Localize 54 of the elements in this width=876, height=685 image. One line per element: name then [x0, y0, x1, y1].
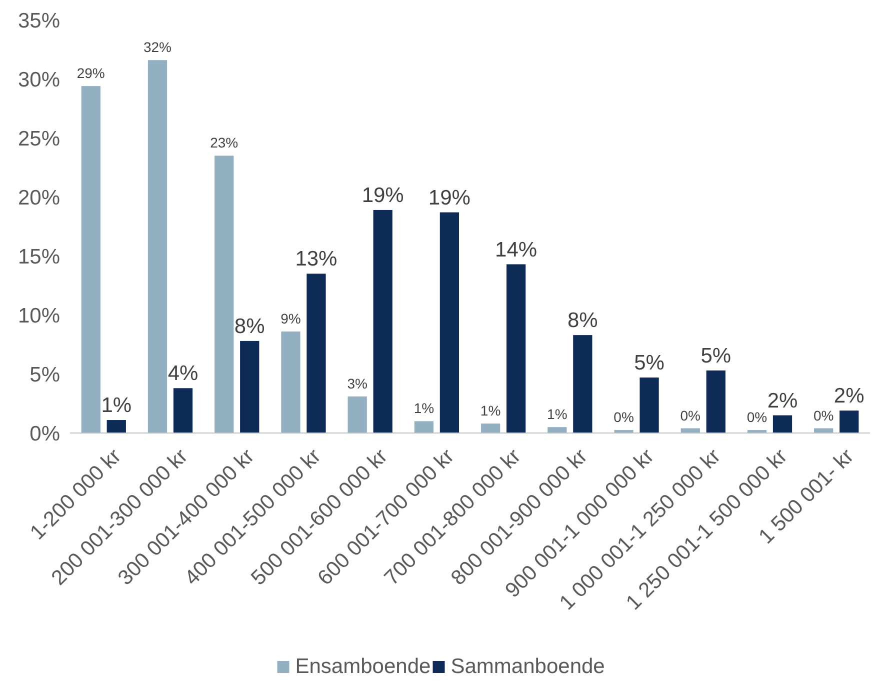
data-label: 5%: [634, 352, 664, 375]
bar: [306, 274, 326, 433]
data-label: 8%: [567, 309, 598, 332]
data-label: 5%: [700, 344, 732, 368]
y-tick-label: 15%: [18, 245, 60, 268]
bar: [240, 340, 260, 433]
bar: [81, 86, 100, 433]
y-tick-label: 0%: [30, 422, 60, 446]
legend-label: Sammanboende: [450, 655, 605, 678]
data-label: 0%: [746, 409, 768, 426]
y-tick-label: 5%: [30, 363, 60, 386]
bar: [548, 427, 567, 433]
data-label: 1%: [414, 400, 434, 416]
data-label: 1%: [480, 402, 501, 419]
bar: [348, 396, 367, 433]
data-label: 23%: [210, 134, 238, 151]
y-tick-label: 35%: [18, 9, 60, 32]
data-label: 4%: [168, 362, 198, 386]
data-label: 0%: [680, 407, 701, 424]
y-tick-label: 10%: [18, 304, 60, 328]
bar: [373, 210, 392, 433]
bar: [440, 212, 460, 433]
data-label: 13%: [295, 248, 338, 271]
data-label: 0%: [614, 409, 634, 426]
bar: [772, 415, 792, 433]
data-label: 8%: [234, 314, 265, 338]
data-label: 9%: [280, 310, 301, 327]
data-label: 2%: [834, 384, 864, 408]
data-label: 19%: [428, 186, 470, 210]
y-tick-label: 25%: [18, 127, 60, 150]
bar: [706, 370, 726, 433]
data-label: 1%: [101, 394, 132, 418]
bar: [640, 378, 659, 433]
data-label: 14%: [495, 238, 538, 262]
data-label: 29%: [76, 65, 105, 82]
legend-label: Ensamboende: [295, 655, 431, 678]
data-label: 19%: [362, 184, 404, 207]
bar: [573, 335, 592, 433]
bar: [281, 332, 300, 433]
data-label: 0%: [813, 407, 834, 424]
bar: [480, 424, 500, 433]
bar: [414, 421, 434, 433]
bar: [840, 410, 859, 433]
bar: [173, 388, 193, 433]
bar: [148, 60, 168, 433]
bar: [214, 156, 234, 433]
data-label: 2%: [767, 389, 798, 412]
y-tick-label: 30%: [18, 68, 60, 92]
data-label: 3%: [347, 375, 368, 392]
bar: [506, 264, 526, 433]
data-label: 32%: [143, 39, 172, 56]
bar: [106, 420, 126, 433]
data-label: 1%: [547, 406, 568, 422]
y-tick-label: 20%: [18, 186, 60, 210]
